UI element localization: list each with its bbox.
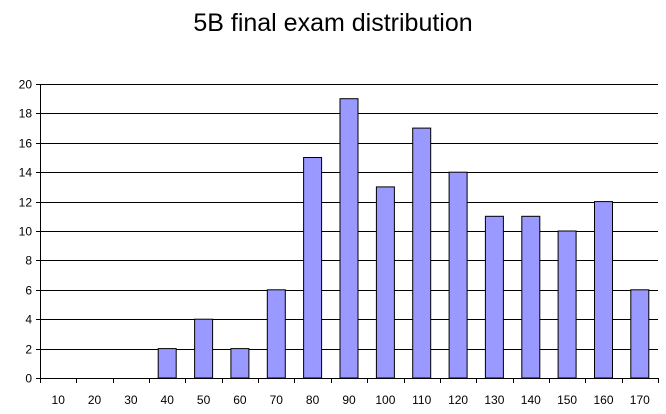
axes	[36, 84, 659, 383]
x-tick-label: 120	[448, 393, 468, 407]
y-tick-label: 14	[19, 166, 33, 180]
y-tick-label: 20	[19, 78, 33, 92]
bar-160	[594, 201, 613, 379]
y-tick-label: 18	[19, 107, 33, 121]
x-tick-label: 100	[375, 393, 395, 407]
x-tick-label: 40	[161, 393, 175, 407]
bar-100	[375, 186, 395, 379]
x-tick-label: 80	[306, 393, 320, 407]
bar-130	[484, 215, 504, 379]
chart-title: 5B final exam distribution	[193, 9, 473, 37]
bar-60	[230, 348, 250, 379]
bar-140	[521, 215, 541, 379]
bar-110	[412, 127, 432, 379]
x-tick-label: 50	[197, 393, 211, 407]
bar-70	[266, 289, 286, 379]
x-tick-label: 60	[233, 393, 247, 407]
y-tick-label: 0	[25, 372, 32, 386]
y-tick-label: 6	[25, 284, 32, 298]
bar-80	[303, 157, 323, 379]
y-tick-labels: 0 2 4 6 8 10 12 14 16 18 20	[19, 78, 33, 386]
x-tick-label: 90	[342, 393, 356, 407]
x-tick-label: 20	[88, 393, 102, 407]
x-tick-label: 110	[412, 393, 431, 407]
x-tick-label: 130	[484, 393, 504, 407]
y-tick-label: 16	[19, 137, 33, 151]
bars	[157, 98, 650, 379]
bar-50	[194, 318, 214, 379]
y-tick-label: 4	[25, 313, 32, 327]
x-tick-labels: 10 20 30 40 50 60 70 80 90 100 110 120 130 140 150 160 1…	[52, 393, 651, 407]
x-tick-label: 70	[270, 393, 284, 407]
x-tick-label: 150	[557, 393, 577, 407]
bar-40	[157, 348, 177, 379]
y-tick-label: 10	[19, 225, 33, 239]
bar-90	[339, 98, 359, 379]
bar-150	[557, 230, 577, 379]
bar-120	[448, 171, 468, 379]
x-tick-label: 140	[521, 393, 541, 407]
x-tick-label: 160	[593, 393, 613, 407]
bar-170	[630, 289, 650, 379]
y-tick-label: 8	[25, 254, 32, 268]
x-tick-label: 10	[52, 393, 66, 407]
y-tick-label: 2	[25, 343, 32, 357]
x-tick-label: 30	[124, 393, 138, 407]
x-tick-label: 170	[630, 393, 650, 407]
y-tick-label: 12	[19, 196, 33, 210]
